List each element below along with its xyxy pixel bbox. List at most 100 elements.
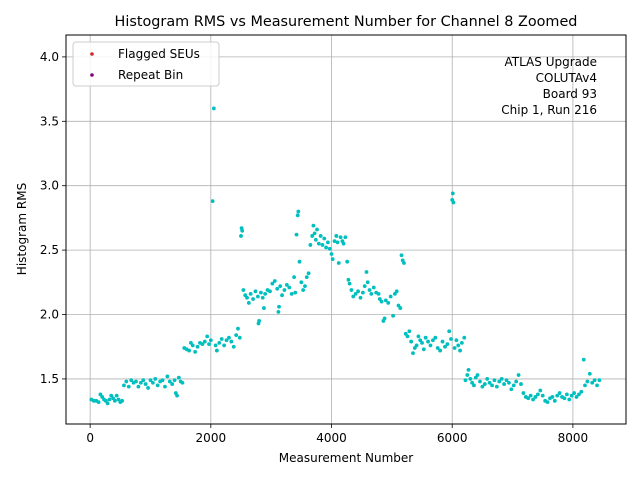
data-point <box>313 237 318 242</box>
data-point <box>345 259 350 264</box>
annotation-line-3: Board 93 <box>543 87 597 101</box>
data-point <box>438 348 443 353</box>
data-point <box>577 392 581 397</box>
x-axis-label: Measurement Number <box>279 451 413 465</box>
data-point <box>138 380 143 385</box>
data-point <box>332 239 337 243</box>
data-point <box>303 284 307 289</box>
data-point <box>364 270 369 274</box>
data-point <box>255 294 260 299</box>
data-point <box>143 382 148 386</box>
data-point <box>433 335 438 340</box>
data-point <box>129 378 134 383</box>
data-point <box>358 295 363 300</box>
data-point <box>443 344 447 349</box>
data-point <box>257 319 262 323</box>
data-point <box>562 396 567 401</box>
data-point <box>459 340 464 345</box>
data-point <box>227 335 231 340</box>
data-point <box>519 382 523 386</box>
data-point <box>509 387 514 392</box>
data-point <box>445 342 450 347</box>
data-point <box>579 389 584 394</box>
data-point <box>330 257 335 262</box>
data-point <box>521 391 526 395</box>
data-point <box>528 393 533 398</box>
data-point <box>398 306 403 310</box>
data-point <box>294 232 299 237</box>
data-point <box>343 235 348 240</box>
data-point <box>587 371 592 376</box>
data-point <box>153 377 158 381</box>
annotation-line-4: Chip 1, Run 216 <box>501 103 597 117</box>
x-tick-label: 4000 <box>316 431 347 445</box>
data-point <box>259 290 263 295</box>
data-point <box>497 379 502 384</box>
x-tick-label: 0 <box>86 431 94 445</box>
data-point <box>435 346 440 350</box>
data-point <box>325 240 330 245</box>
data-point <box>407 329 412 334</box>
data-point <box>402 261 406 265</box>
y-tick-label: 3.5 <box>40 114 59 128</box>
data-point <box>414 343 419 348</box>
data-point <box>420 340 424 345</box>
data-point <box>487 380 492 385</box>
data-point <box>134 379 138 384</box>
data-point <box>391 313 395 318</box>
data-point <box>472 383 476 388</box>
data-point <box>248 292 253 296</box>
data-point <box>468 377 473 381</box>
data-point <box>351 294 356 299</box>
data-point <box>292 275 297 280</box>
data-point <box>450 191 455 196</box>
data-point <box>567 397 572 402</box>
data-point <box>214 348 219 353</box>
data-point <box>478 379 482 384</box>
data-point <box>213 343 218 348</box>
data-point <box>535 392 540 397</box>
data-point <box>262 306 266 310</box>
data-point <box>260 295 265 300</box>
data-point <box>240 228 245 233</box>
data-point <box>456 343 461 348</box>
data-point <box>341 241 346 246</box>
data-point <box>308 243 313 247</box>
data-point <box>388 294 393 299</box>
data-point <box>499 377 504 381</box>
data-point <box>421 347 426 352</box>
data-point <box>555 393 560 398</box>
x-tick-label: 2000 <box>196 431 227 445</box>
data-point <box>451 200 456 205</box>
grid <box>66 35 626 424</box>
legend: Flagged SEUs Repeat Bin <box>72 41 220 87</box>
data-point <box>263 292 268 296</box>
data-point <box>569 393 574 398</box>
data-point <box>270 281 275 286</box>
data-point <box>411 351 415 356</box>
data-point <box>545 400 550 405</box>
data-point <box>465 373 470 377</box>
data-point <box>466 368 471 372</box>
data-point <box>533 395 538 399</box>
data-point <box>114 393 119 398</box>
data-point <box>237 335 242 340</box>
data-point <box>514 379 519 384</box>
data-point <box>170 382 175 386</box>
data-point <box>504 378 509 383</box>
data-point <box>246 301 251 305</box>
y-tick-label: 2.5 <box>40 243 59 257</box>
data-point <box>282 288 287 292</box>
data-point <box>480 384 485 389</box>
data-point <box>538 388 543 393</box>
data-point <box>195 344 200 349</box>
data-point <box>276 310 281 314</box>
data-point <box>507 380 511 385</box>
data-point <box>475 373 480 377</box>
data-point <box>335 240 340 245</box>
data-point <box>316 241 321 246</box>
data-point <box>96 400 101 405</box>
data-point <box>416 334 421 339</box>
data-point <box>275 286 280 291</box>
data-point <box>229 339 234 344</box>
